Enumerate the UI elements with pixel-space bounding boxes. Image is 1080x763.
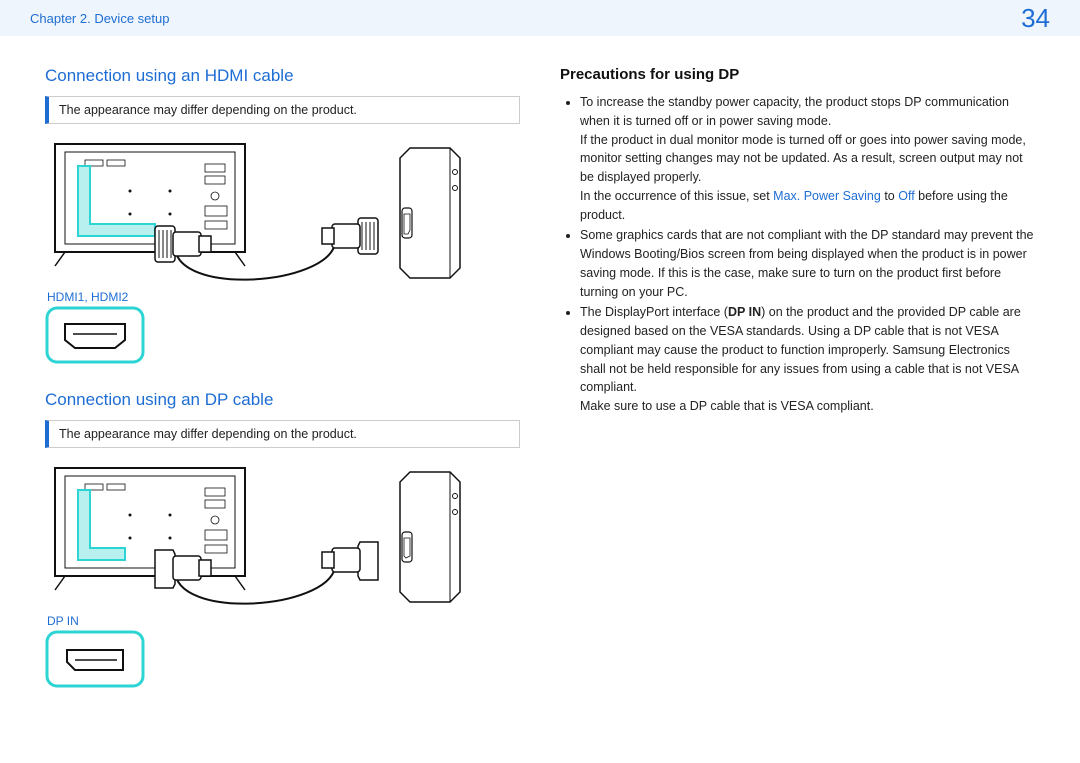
precaution-item: Some graphics cards that are not complia… bbox=[580, 226, 1035, 301]
dp-section: Connection using an DP cable The appeara… bbox=[45, 390, 520, 690]
hdmi-port-label: HDMI1, HDMI2 bbox=[47, 290, 520, 304]
hdmi-section: Connection using an HDMI cable The appea… bbox=[45, 66, 520, 366]
text: To increase the standby power capacity, … bbox=[580, 95, 1009, 128]
text: Make sure to use a DP cable that is VESA… bbox=[580, 399, 874, 413]
dp-heading: Connection using an DP cable bbox=[45, 390, 520, 410]
keyword-off: Off bbox=[898, 189, 914, 203]
dp-diagram-top bbox=[45, 460, 465, 610]
left-column: Connection using an HDMI cable The appea… bbox=[45, 66, 520, 714]
hdmi-note: The appearance may differ depending on t… bbox=[45, 96, 520, 124]
hdmi-diagram-top bbox=[45, 136, 465, 286]
keyword-dp-in: DP IN bbox=[728, 305, 761, 319]
keyword-max-power-saving: Max. Power Saving bbox=[773, 189, 881, 203]
page-number: 34 bbox=[1021, 3, 1050, 34]
precautions-list: To increase the standby power capacity, … bbox=[560, 93, 1035, 416]
hdmi-heading: Connection using an HDMI cable bbox=[45, 66, 520, 86]
text: Some graphics cards that are not complia… bbox=[580, 228, 1033, 298]
hdmi-port-closeup bbox=[45, 306, 165, 366]
text: to bbox=[881, 189, 898, 203]
precautions-heading: Precautions for using DP bbox=[560, 66, 1035, 83]
content-area: Connection using an HDMI cable The appea… bbox=[0, 36, 1080, 714]
text: If the product in dual monitor mode is t… bbox=[580, 133, 1026, 185]
precaution-item: To increase the standby power capacity, … bbox=[580, 93, 1035, 224]
text: In the occurrence of this issue, set bbox=[580, 189, 773, 203]
text: The DisplayPort interface ( bbox=[580, 305, 728, 319]
page-header: Chapter 2. Device setup 34 bbox=[0, 0, 1080, 36]
dp-port-label: DP IN bbox=[47, 614, 520, 628]
right-column: Precautions for using DP To increase the… bbox=[560, 66, 1035, 714]
chapter-label: Chapter 2. Device setup bbox=[30, 11, 169, 26]
precaution-item: The DisplayPort interface (DP IN) on the… bbox=[580, 303, 1035, 416]
dp-note: The appearance may differ depending on t… bbox=[45, 420, 520, 448]
dp-port-closeup bbox=[45, 630, 165, 690]
